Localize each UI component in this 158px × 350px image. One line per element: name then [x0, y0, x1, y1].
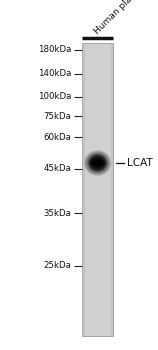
Ellipse shape [91, 157, 104, 169]
Ellipse shape [89, 155, 106, 170]
Ellipse shape [85, 151, 110, 175]
Ellipse shape [90, 156, 105, 170]
Bar [82, 43, 85, 336]
Ellipse shape [89, 155, 106, 171]
Ellipse shape [85, 152, 110, 174]
Ellipse shape [88, 154, 107, 172]
Text: 180kDa: 180kDa [38, 45, 71, 54]
Ellipse shape [90, 157, 105, 169]
Ellipse shape [86, 153, 109, 173]
Ellipse shape [92, 158, 103, 168]
Ellipse shape [84, 150, 111, 175]
Ellipse shape [88, 154, 107, 172]
Ellipse shape [94, 160, 102, 166]
Text: 75kDa: 75kDa [43, 112, 71, 120]
Ellipse shape [91, 158, 105, 169]
Ellipse shape [86, 152, 109, 174]
Ellipse shape [88, 155, 107, 171]
Bar [111, 43, 113, 336]
Text: 140kDa: 140kDa [38, 69, 71, 78]
Ellipse shape [89, 155, 106, 171]
Ellipse shape [92, 158, 103, 168]
Ellipse shape [94, 160, 101, 166]
Ellipse shape [91, 158, 104, 168]
Text: 45kDa: 45kDa [43, 164, 71, 173]
Ellipse shape [87, 154, 108, 172]
Ellipse shape [92, 158, 104, 168]
Text: LCAT: LCAT [127, 158, 153, 168]
Text: 60kDa: 60kDa [43, 133, 71, 142]
Ellipse shape [90, 156, 105, 170]
Ellipse shape [90, 156, 106, 170]
Text: 35kDa: 35kDa [43, 209, 71, 218]
Text: 25kDa: 25kDa [43, 261, 71, 271]
Ellipse shape [88, 154, 107, 172]
Ellipse shape [84, 150, 111, 176]
Ellipse shape [94, 161, 101, 166]
Ellipse shape [93, 159, 103, 167]
Ellipse shape [89, 156, 106, 170]
Ellipse shape [87, 153, 108, 173]
Ellipse shape [93, 161, 102, 165]
Ellipse shape [91, 157, 104, 169]
Bar [82, 43, 113, 336]
Text: 100kDa: 100kDa [38, 92, 71, 101]
Text: Human plasma: Human plasma [93, 0, 147, 36]
Ellipse shape [90, 159, 105, 168]
Ellipse shape [93, 159, 102, 167]
